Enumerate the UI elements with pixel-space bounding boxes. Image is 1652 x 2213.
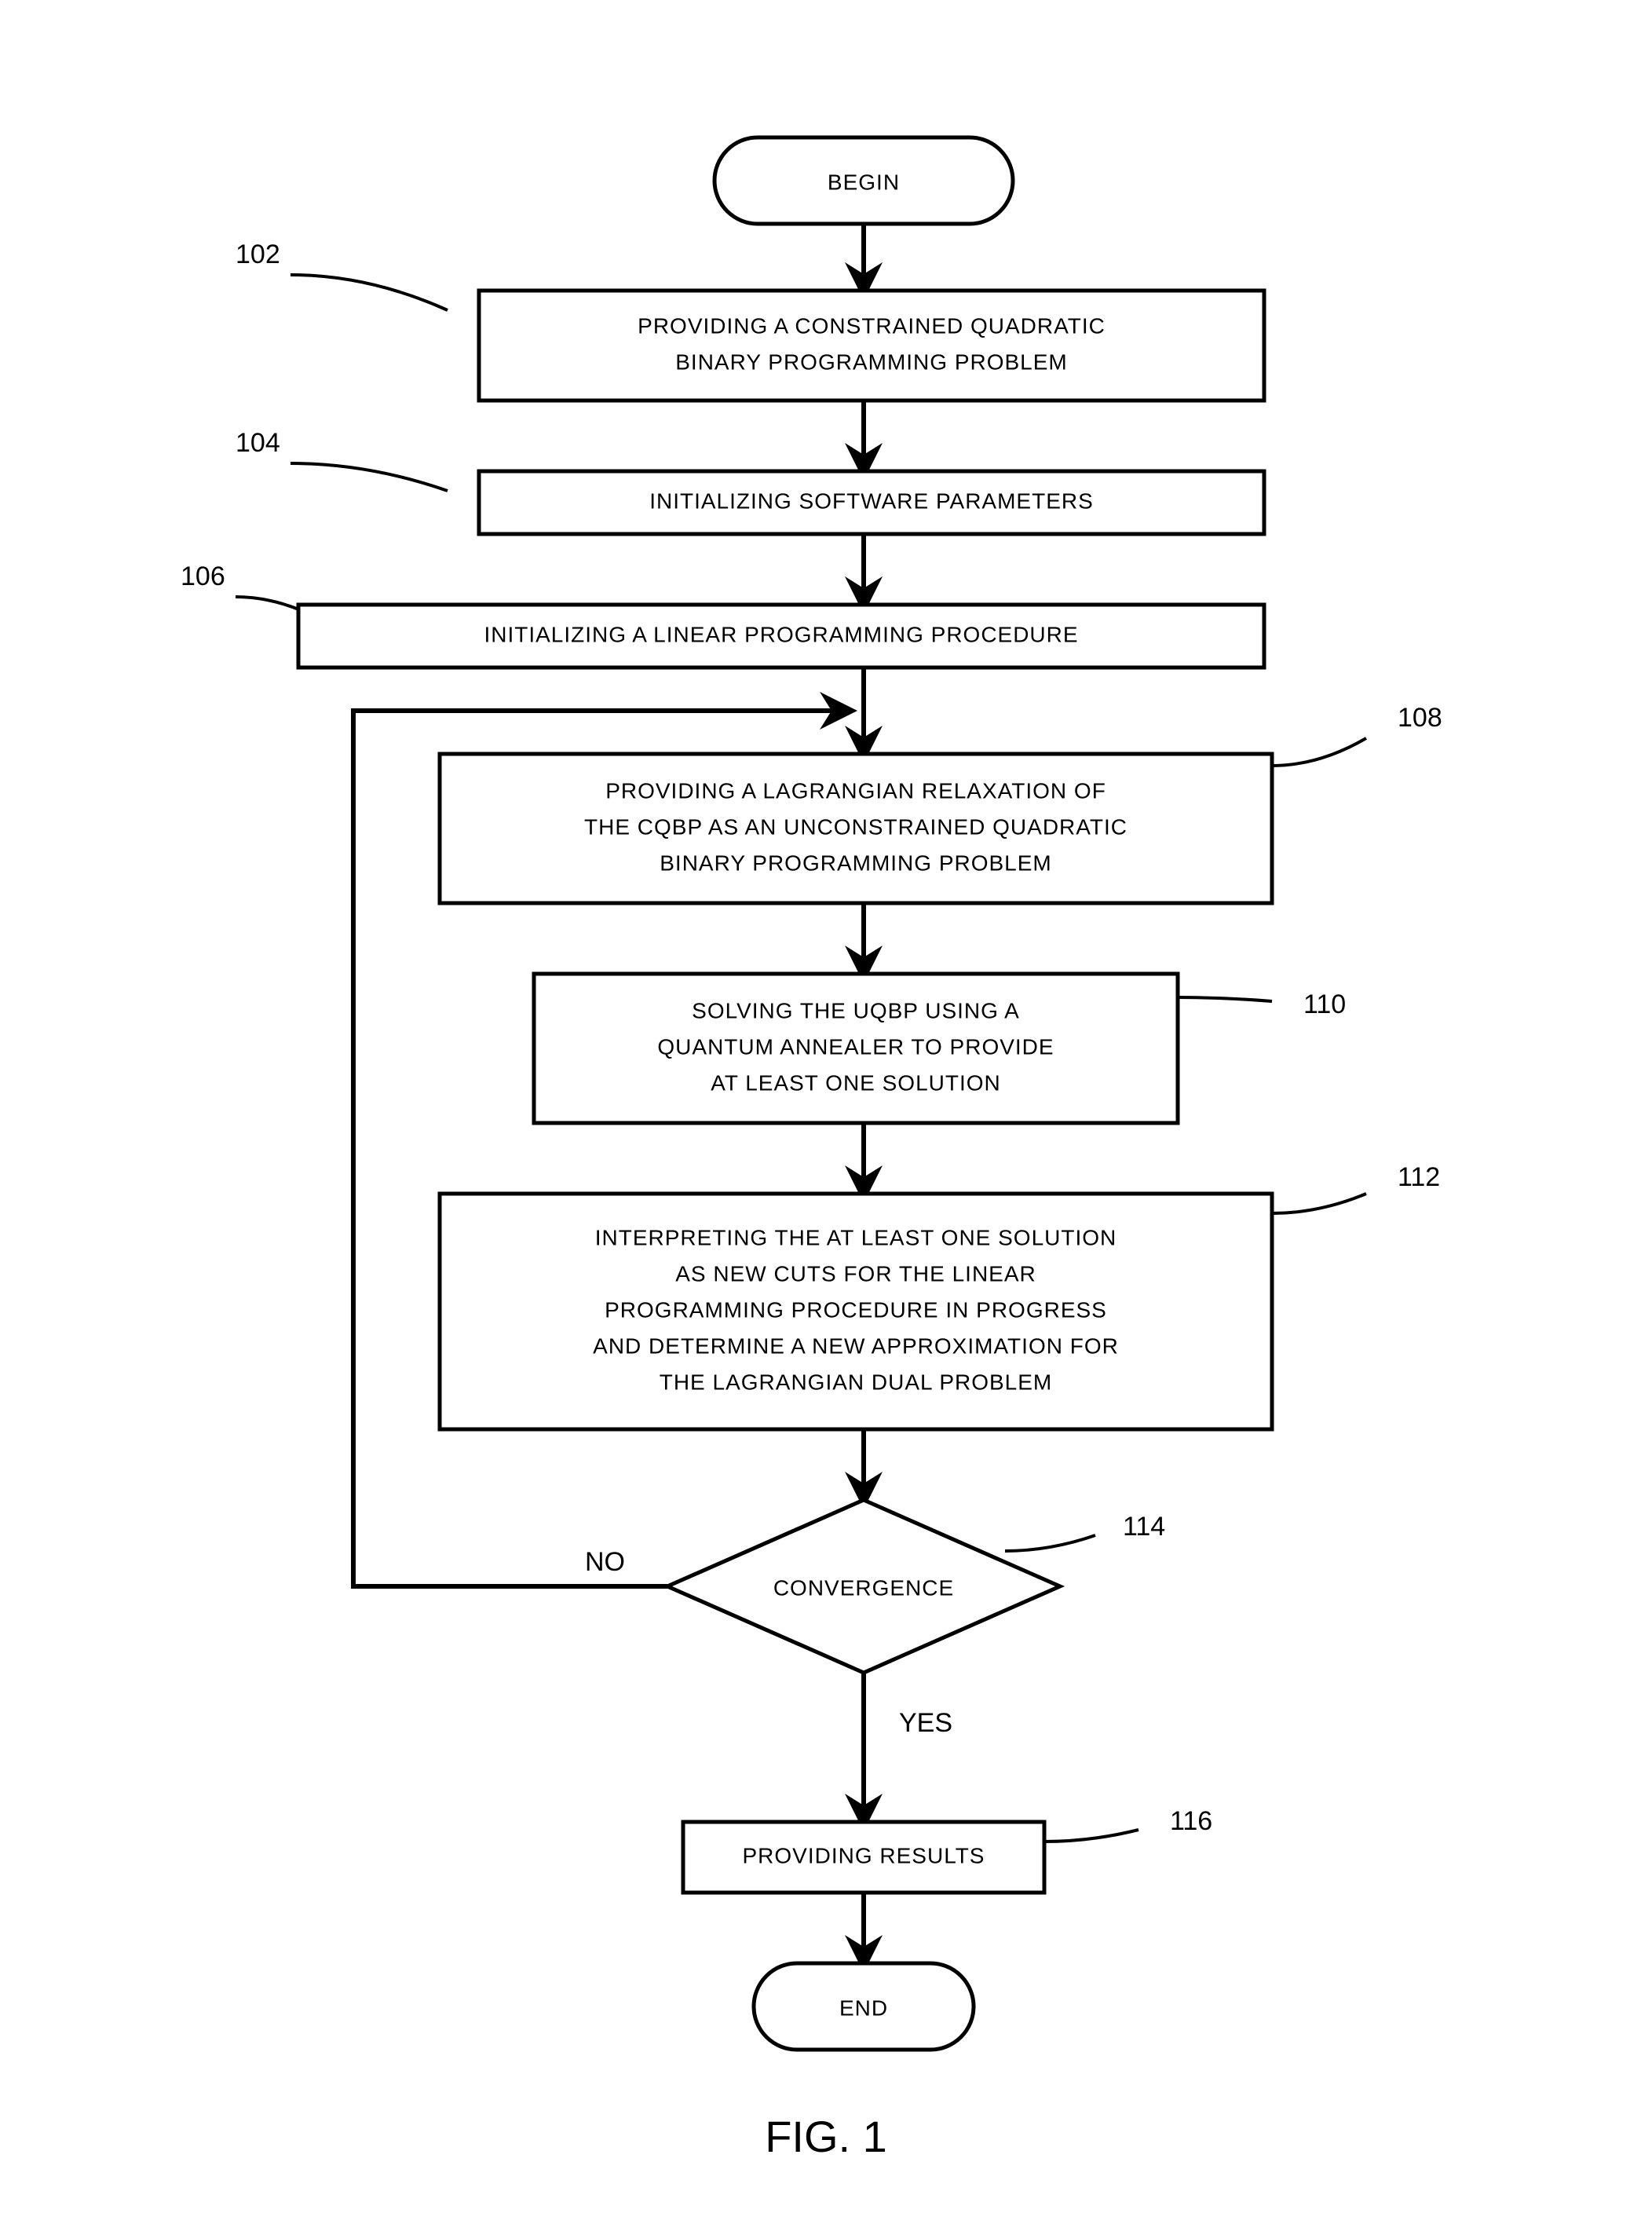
begin-terminal-text: BEGIN [828, 170, 900, 194]
figure-label: FIG. 1 [765, 2112, 887, 2161]
b108-line-2: BINARY PROGRAMMING PROBLEM [660, 850, 1052, 875]
b108-leader [1272, 738, 1366, 766]
b112-line-4: THE LAGRANGIAN DUAL PROBLEM [660, 1370, 1053, 1394]
b110-leader [1178, 997, 1272, 1001]
decision-114-text: CONVERGENCE [773, 1575, 954, 1600]
b112-line-1: AS NEW CUTS FOR THE LINEAR [675, 1261, 1036, 1286]
b112-leader [1272, 1194, 1366, 1213]
b112-line-0: INTERPRETING THE AT LEAST ONE SOLUTION [595, 1225, 1117, 1249]
b108-line-0: PROVIDING A LAGRANGIAN RELAXATION OF [605, 778, 1106, 803]
end-terminal-text: END [839, 1995, 888, 2020]
b110-line-0: SOLVING THE UQBP USING A [692, 998, 1020, 1022]
b102 [479, 291, 1264, 401]
decision-114-leader [1005, 1535, 1095, 1551]
b104-leader [291, 463, 448, 491]
b110-ref: 110 [1303, 989, 1346, 1019]
b106-line-0: INITIALIZING A LINEAR PROGRAMMING PROCED… [484, 622, 1078, 646]
b108-line-1: THE CQBP AS AN UNCONSTRAINED QUADRATIC [584, 814, 1128, 839]
edge-yes-label: YES [899, 1708, 952, 1738]
b112-line-2: PROGRAMMING PROCEDURE IN PROGRESS [605, 1297, 1107, 1322]
b116-line-0: PROVIDING RESULTS [743, 1843, 985, 1867]
b110-line-2: AT LEAST ONE SOLUTION [711, 1070, 1001, 1095]
b116-leader [1044, 1830, 1138, 1842]
edge-no-label: NO [585, 1547, 625, 1577]
b104-ref: 104 [236, 428, 280, 458]
b102-ref: 102 [236, 240, 280, 269]
b102-leader [291, 275, 448, 310]
b110-line-1: QUANTUM ANNEALER TO PROVIDE [657, 1034, 1054, 1059]
decision-114-ref: 114 [1123, 1512, 1165, 1542]
b108-ref: 108 [1398, 703, 1442, 733]
b102-line-0: PROVIDING A CONSTRAINED QUADRATIC [638, 313, 1106, 338]
b116-ref: 116 [1170, 1806, 1212, 1836]
b112-line-3: AND DETERMINE A NEW APPROXIMATION FOR [593, 1333, 1119, 1358]
b102-line-1: BINARY PROGRAMMING PROBLEM [675, 349, 1068, 374]
b104-line-0: INITIALIZING SOFTWARE PARAMETERS [649, 488, 1094, 513]
b112-ref: 112 [1398, 1162, 1440, 1192]
b106-ref: 106 [181, 561, 225, 591]
